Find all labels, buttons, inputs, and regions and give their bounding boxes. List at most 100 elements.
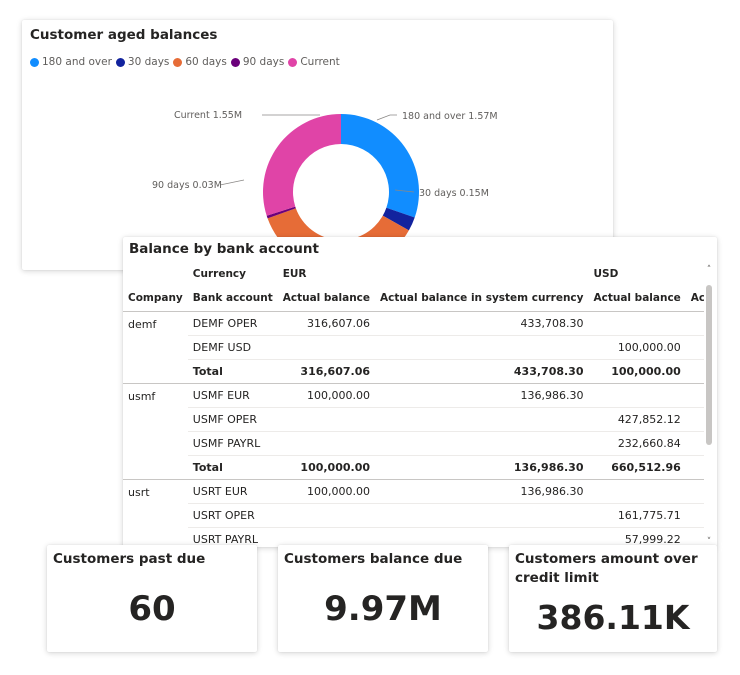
total-row[interactable]: Total 316,607.06 433,708.30 100,000.00 — [123, 359, 704, 384]
column-header-eur-actual-balance[interactable]: Actual balance — [277, 285, 376, 312]
legend-dot-90-days — [230, 57, 240, 67]
legend-label: 30 days — [127, 56, 170, 68]
usd-actual-cell-2 — [685, 527, 704, 547]
usd-actual-cell-2 — [685, 311, 704, 336]
table-row[interactable]: DEMF USD 100,000.00 — [123, 335, 704, 360]
legend-dot-180-and-over — [30, 57, 39, 67]
header-blank-2 — [375, 263, 588, 285]
table-row[interactable]: USRT OPER 161,775.71 — [123, 503, 704, 528]
kpi-title-line-2: credit limit — [515, 570, 599, 586]
slice-180-and-over[interactable] — [341, 114, 419, 218]
eur-system-cell — [375, 335, 589, 360]
legend-dot-60-days — [173, 57, 183, 67]
usd-actual-cell: 57,999.22 — [588, 527, 686, 547]
usd-actual-cell — [588, 479, 686, 504]
donut-legend: 180 and over 30 days 60 days 90 days Cur… — [30, 56, 344, 68]
legend-label: 180 and over — [42, 56, 112, 68]
company-cell: usmf — [123, 383, 188, 480]
eur-actual-cell: 100,000.00 — [277, 479, 376, 504]
customers-amount-over-credit-limit-card[interactable]: Customers amount over credit limit 386.1… — [509, 545, 717, 652]
header-currency-label: Currency — [192, 268, 246, 280]
donut-card-title: Customer aged balances — [30, 27, 218, 43]
bank-account-cell: USMF EUR — [187, 383, 278, 408]
eur-actual-cell — [277, 527, 376, 547]
slice-current[interactable] — [263, 114, 341, 216]
table-row[interactable]: usmf USMF EUR 100,000.00 136,986.30 — [123, 383, 704, 480]
legend-label: 60 days — [185, 56, 227, 68]
column-header-usd-actual-balance-2[interactable]: Actual ba — [685, 285, 704, 312]
total-row[interactable]: Total 100,000.00 136,986.30 660,512.96 — [123, 455, 704, 480]
slice-30-days[interactable] — [382, 207, 415, 231]
header-currency-usd: USD — [593, 268, 619, 280]
eur-actual-total-cell: 100,000.00 — [277, 455, 376, 480]
eur-actual-cell — [277, 503, 376, 528]
legend-item-60-days[interactable]: 60 days — [173, 56, 227, 68]
customer-aged-balances-card[interactable]: Customer aged balances 180 and over 30 d… — [22, 20, 613, 270]
table-card-title: Balance by bank account — [129, 241, 319, 257]
eur-actual-total-cell: 316,607.06 — [277, 359, 376, 384]
table-row[interactable]: usrt USRT EUR 100,000.00 136,986.30 — [123, 479, 704, 547]
column-header-usd-actual-balance[interactable]: Actual balance — [588, 285, 686, 312]
leader-180 — [376, 114, 397, 121]
eur-system-cell — [375, 527, 589, 547]
usd-actual-cell-2 — [685, 335, 704, 360]
bank-account-cell: USMF PAYRL — [187, 431, 278, 456]
matrix-table-wrapper[interactable]: Currency EUR USD Company Bank account Ac… — [123, 263, 704, 547]
eur-system-cell — [375, 503, 589, 528]
customers-balance-due-card[interactable]: Customers balance due 9.97M — [278, 545, 488, 652]
header-blank — [123, 263, 188, 285]
eur-system-cell: 136,986.30 — [375, 383, 589, 408]
usd-actual-total-cell-2 — [685, 455, 704, 480]
kpi-title-line-1: Customers amount over — [515, 551, 698, 567]
usd-actual-cell: 427,852.12 — [588, 407, 686, 432]
usd-actual-cell-2 — [685, 431, 704, 456]
column-header-bank-account[interactable]: Bank account — [187, 285, 278, 312]
eur-system-cell — [375, 407, 589, 432]
eur-actual-cell — [277, 335, 376, 360]
kpi-title: Customers amount over credit limit — [515, 550, 698, 588]
eur-system-total-cell: 433,708.30 — [375, 359, 589, 384]
usd-actual-cell — [588, 383, 686, 408]
legend-dot-current — [288, 57, 298, 67]
vertical-scrollbar[interactable]: ˄ ˅ — [705, 265, 713, 547]
usd-actual-cell-2 — [685, 383, 704, 408]
column-header-company[interactable]: Company — [123, 285, 188, 312]
kpi-value: 9.97M — [324, 589, 442, 629]
bank-account-cell: DEMF OPER — [187, 311, 278, 336]
table-row[interactable]: USMF OPER 427,852.12 — [123, 407, 704, 432]
company-cell: usrt — [123, 479, 188, 547]
table-row[interactable]: demf DEMF OPER 316,607.06 433,708.30 — [123, 311, 704, 384]
header-blank-3 — [686, 263, 704, 285]
table-row[interactable]: USMF PAYRL 232,660.84 — [123, 431, 704, 456]
column-header-eur-system-currency[interactable]: Actual balance in system currency — [375, 285, 589, 312]
scroll-down-icon[interactable]: ˅ — [706, 537, 712, 547]
usd-actual-total-cell: 660,512.96 — [588, 455, 686, 480]
legend-label: 90 days — [242, 56, 285, 68]
bank-account-cell: USRT OPER — [187, 503, 278, 528]
usd-actual-cell-2 — [685, 503, 704, 528]
usd-actual-total-cell: 100,000.00 — [588, 359, 686, 384]
legend-item-30-days[interactable]: 30 days — [115, 56, 170, 68]
bank-account-cell: USMF OPER — [187, 407, 278, 432]
usd-actual-cell-2 — [685, 407, 704, 432]
kpi-value: 60 — [128, 589, 176, 629]
slice-90-days[interactable] — [266, 206, 296, 219]
donut-chart: Current 1.55M 180 and over 1.57M 30 days… — [152, 110, 498, 270]
leader-90 — [219, 179, 245, 186]
total-label-cell: Total — [187, 359, 278, 384]
customers-past-due-card[interactable]: Customers past due 60 — [47, 545, 257, 652]
table-row[interactable]: USRT PAYRL 57,999.22 — [123, 527, 704, 547]
eur-actual-cell — [277, 431, 376, 456]
usd-actual-cell — [588, 311, 686, 336]
balance-by-bank-account-card[interactable]: Balance by bank account Currency EUR USD… — [123, 237, 717, 547]
legend-label: Current — [300, 56, 340, 68]
scrollbar-thumb[interactable] — [706, 285, 712, 445]
legend-item-90-days[interactable]: 90 days — [230, 56, 285, 68]
legend-item-180-and-over[interactable]: 180 and over — [30, 56, 112, 68]
legend-item-current[interactable]: Current — [288, 56, 340, 68]
usd-actual-total-cell-2 — [685, 359, 704, 384]
data-label-90-days: 90 days 0.03M — [152, 180, 222, 191]
usd-actual-cell-2 — [685, 479, 704, 504]
usd-actual-cell: 232,660.84 — [588, 431, 686, 456]
scroll-up-icon[interactable]: ˄ — [706, 265, 712, 275]
